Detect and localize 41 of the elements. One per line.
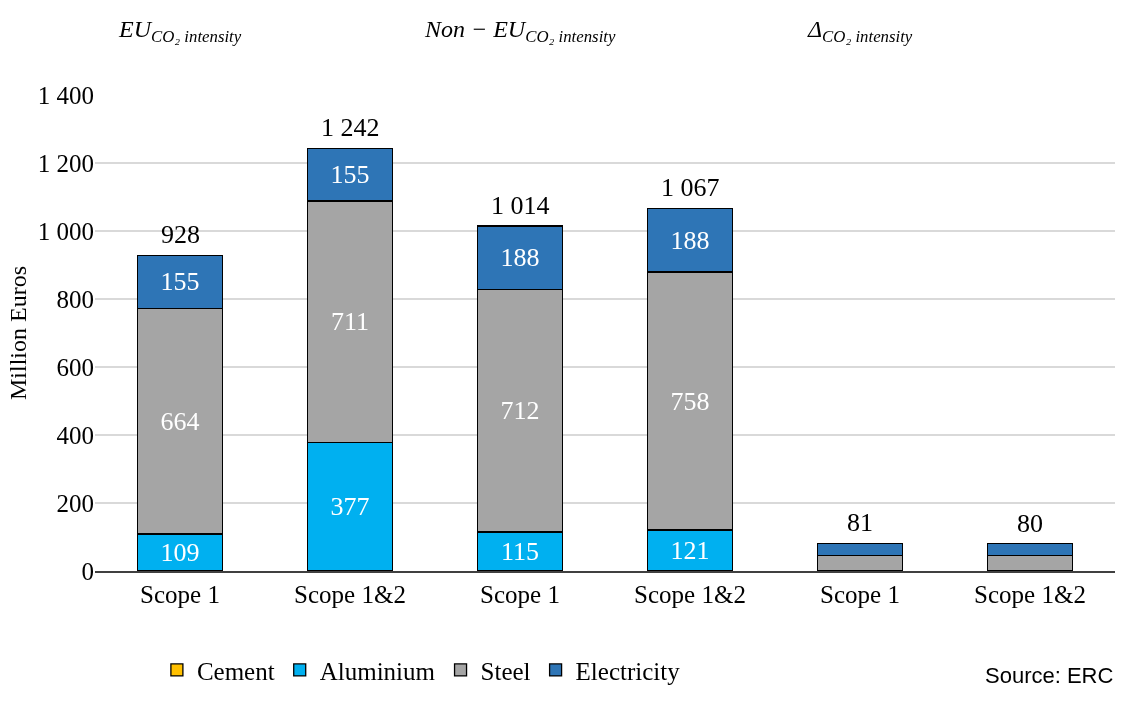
legend-label: Steel — [480, 657, 531, 685]
text: EU$_{CO₂ intensity}$ — [118, 16, 242, 47]
data-label: 121 — [670, 535, 710, 565]
y-tick-label: 200 — [56, 489, 94, 517]
data-label: 188 — [670, 225, 710, 255]
total-label: 1 242 — [321, 113, 380, 142]
data-label: 115 — [500, 536, 540, 566]
x-tick-label: Scope 1&2 — [974, 580, 1086, 608]
data-label: 188 — [500, 243, 540, 273]
x-tick-label: Scope 1&2 — [634, 580, 746, 608]
data-label: 711 — [330, 307, 370, 337]
total-label: 928 — [161, 220, 200, 249]
total-label: 81 — [847, 508, 873, 537]
legend-label: Aluminium — [319, 657, 436, 685]
data-label: 109 — [160, 537, 200, 567]
total-label: 1 014 — [491, 191, 550, 220]
total-label: 1 067 — [661, 173, 720, 202]
y-tick-label: 1 400 — [37, 81, 94, 109]
x-tick-label: Scope 1 — [140, 580, 220, 608]
y-tick-label: 0 — [81, 557, 94, 585]
y-tick-label: 600 — [56, 353, 94, 381]
x-tick-label: Scope 1 — [820, 580, 900, 608]
text: Non − EU$_{CO₂ intensity}$ — [424, 16, 616, 47]
text: Δ$_{CO₂ intensity}$ — [807, 16, 913, 47]
data-label: 155 — [330, 160, 370, 190]
x-tick-label: Scope 1 — [480, 580, 560, 608]
data-label: 377 — [330, 492, 370, 522]
y-tick-label: 1 000 — [37, 217, 94, 245]
data-label: 712 — [500, 396, 540, 426]
legend-label: Cement — [196, 657, 275, 685]
x-tick-label: Scope 1&2 — [294, 580, 406, 608]
source-note: Source: ERC — [985, 663, 1114, 688]
total-label: 80 — [1017, 509, 1043, 538]
data-label: 155 — [160, 267, 200, 297]
y-axis-title: Million Euros — [4, 265, 31, 401]
legend-label: Electricity — [575, 657, 681, 685]
data-label: 664 — [160, 406, 200, 436]
y-tick-label: 400 — [56, 421, 94, 449]
y-tick-label: 800 — [56, 285, 94, 313]
data-label: 758 — [670, 386, 710, 416]
y-tick-label: 1 200 — [37, 149, 94, 177]
